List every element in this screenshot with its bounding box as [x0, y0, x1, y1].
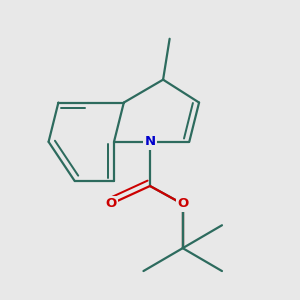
- Text: O: O: [177, 197, 188, 211]
- Text: N: N: [144, 135, 156, 148]
- Text: O: O: [105, 197, 116, 211]
